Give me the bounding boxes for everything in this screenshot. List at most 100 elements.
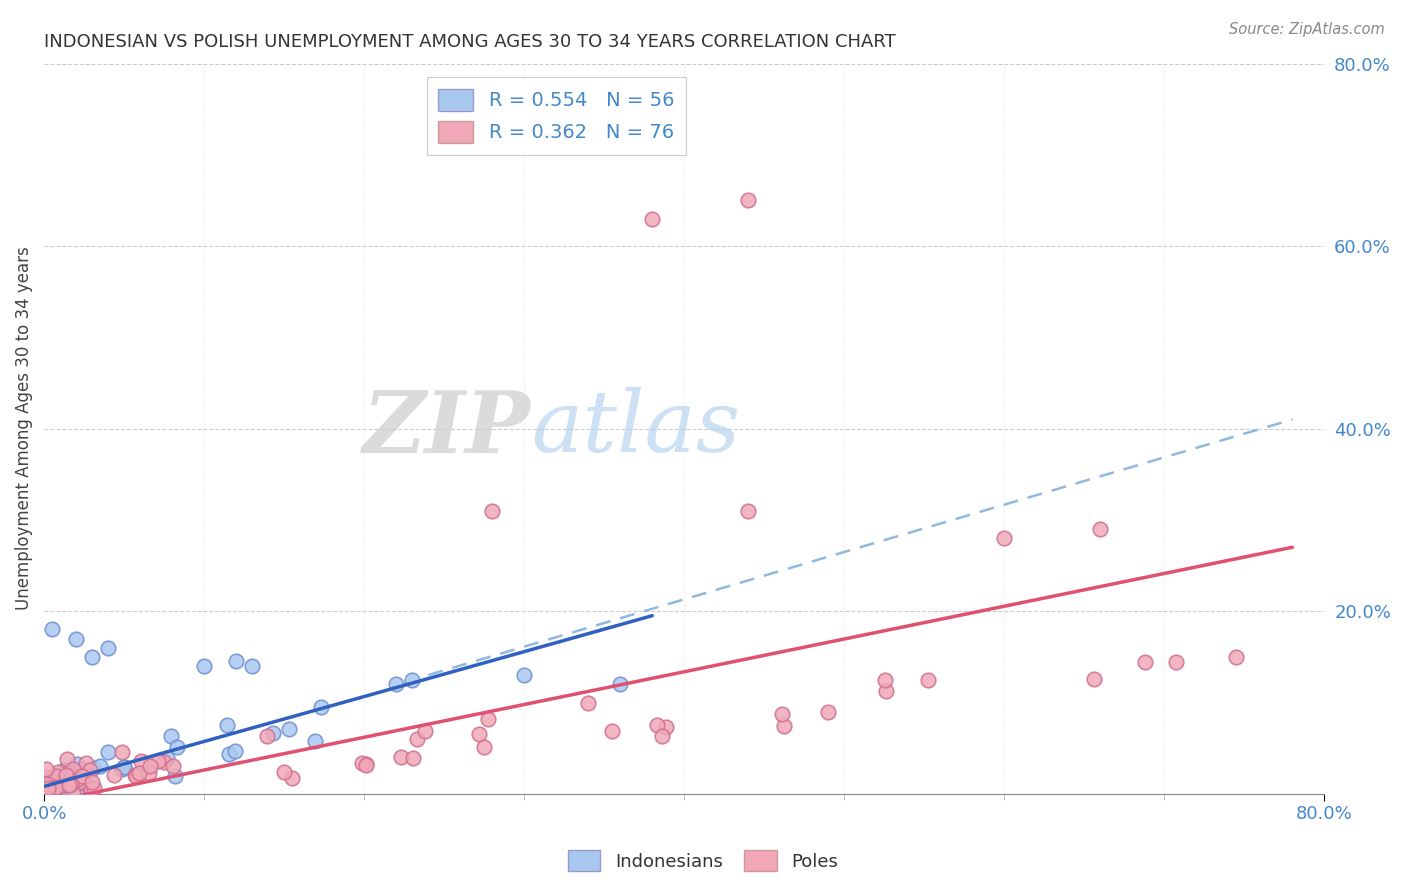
Point: [513, 668, 536, 682]
Point: [63, 773, 86, 788]
Point: [153, 756, 176, 770]
Point: [58, 778, 80, 792]
Point: [401, 673, 423, 687]
Point: [65, 632, 87, 646]
Point: [38, 772, 60, 786]
Point: [38, 771, 60, 785]
Point: [304, 733, 326, 747]
Point: [873, 673, 896, 688]
Point: [112, 760, 135, 774]
Point: [72, 775, 94, 789]
Point: [37, 780, 59, 795]
Point: [75, 756, 97, 770]
Point: [62, 786, 84, 800]
Point: [737, 194, 759, 208]
Point: [82, 649, 104, 664]
Point: [385, 677, 408, 691]
Point: [217, 717, 239, 731]
Point: [405, 731, 427, 746]
Point: [80, 775, 103, 789]
Point: [112, 759, 135, 773]
Point: [53, 763, 76, 777]
Point: [993, 531, 1015, 545]
Point: [58, 784, 80, 798]
Point: [166, 740, 188, 755]
Point: [256, 729, 278, 743]
Point: [49, 779, 72, 793]
Point: [83, 780, 105, 795]
Legend: Indonesians, Poles: Indonesians, Poles: [561, 843, 845, 879]
Point: [35, 776, 58, 790]
Point: [1090, 522, 1112, 536]
Point: [42, 770, 65, 784]
Point: [111, 762, 134, 776]
Point: [273, 764, 295, 779]
Point: [58, 773, 80, 788]
Point: [46, 765, 69, 780]
Point: [63, 779, 86, 793]
Point: [817, 705, 839, 719]
Point: [468, 727, 491, 741]
Point: [35, 786, 58, 800]
Text: INDONESIAN VS POLISH UNEMPLOYMENT AMONG AGES 30 TO 34 YEARS CORRELATION CHART: INDONESIAN VS POLISH UNEMPLOYMENT AMONG …: [44, 33, 896, 51]
Point: [1135, 655, 1157, 669]
Point: [128, 766, 150, 780]
Point: [651, 729, 673, 743]
Point: [193, 659, 215, 673]
Point: [48, 775, 70, 789]
Point: [39, 782, 62, 797]
Point: [66, 772, 89, 787]
Point: [35, 786, 58, 800]
Point: [38, 770, 60, 784]
Point: [56, 751, 79, 765]
Point: [55, 768, 77, 782]
Point: [111, 746, 134, 760]
Point: [278, 722, 301, 736]
Y-axis label: Unemployment Among Ages 30 to 34 years: Unemployment Among Ages 30 to 34 years: [15, 247, 32, 610]
Point: [129, 755, 152, 769]
Point: [1164, 656, 1187, 670]
Point: [42, 771, 65, 785]
Point: [309, 699, 332, 714]
Point: [641, 211, 664, 226]
Point: [79, 763, 101, 777]
Point: [218, 747, 240, 761]
Point: [38, 772, 60, 786]
Point: [402, 751, 425, 765]
Point: [389, 750, 412, 764]
Point: [72, 768, 94, 782]
Point: [72, 769, 94, 783]
Text: atlas: atlas: [530, 387, 740, 470]
Point: [224, 744, 246, 758]
Point: [49, 786, 72, 800]
Point: [42, 786, 65, 800]
Point: [481, 504, 503, 518]
Point: [138, 766, 160, 780]
Point: [41, 623, 63, 637]
Point: [41, 772, 63, 786]
Point: [67, 775, 90, 789]
Point: [46, 769, 69, 783]
Point: [609, 677, 631, 691]
Point: [225, 654, 247, 668]
Point: [281, 772, 304, 786]
Point: [35, 774, 58, 789]
Point: [66, 756, 89, 771]
Point: [65, 783, 87, 797]
Point: [413, 724, 436, 739]
Point: [162, 759, 184, 773]
Point: [62, 768, 84, 782]
Point: [160, 730, 183, 744]
Text: ZIP: ZIP: [363, 387, 530, 470]
Point: [472, 740, 495, 755]
Point: [82, 761, 104, 775]
Point: [58, 764, 80, 779]
Point: [55, 772, 77, 787]
Point: [600, 723, 623, 738]
Point: [773, 719, 796, 733]
Point: [356, 757, 378, 772]
Point: [37, 781, 59, 796]
Point: [262, 726, 284, 740]
Point: [45, 769, 67, 783]
Point: [737, 504, 759, 518]
